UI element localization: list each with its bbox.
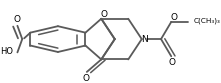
Text: O: O	[168, 58, 175, 67]
Text: C(CH₃)₃: C(CH₃)₃	[194, 18, 221, 24]
Text: O: O	[100, 10, 107, 19]
Text: O: O	[82, 74, 89, 83]
Text: O: O	[14, 15, 21, 24]
Text: O: O	[170, 13, 177, 22]
Text: N: N	[141, 35, 148, 44]
Text: HO: HO	[0, 47, 13, 56]
